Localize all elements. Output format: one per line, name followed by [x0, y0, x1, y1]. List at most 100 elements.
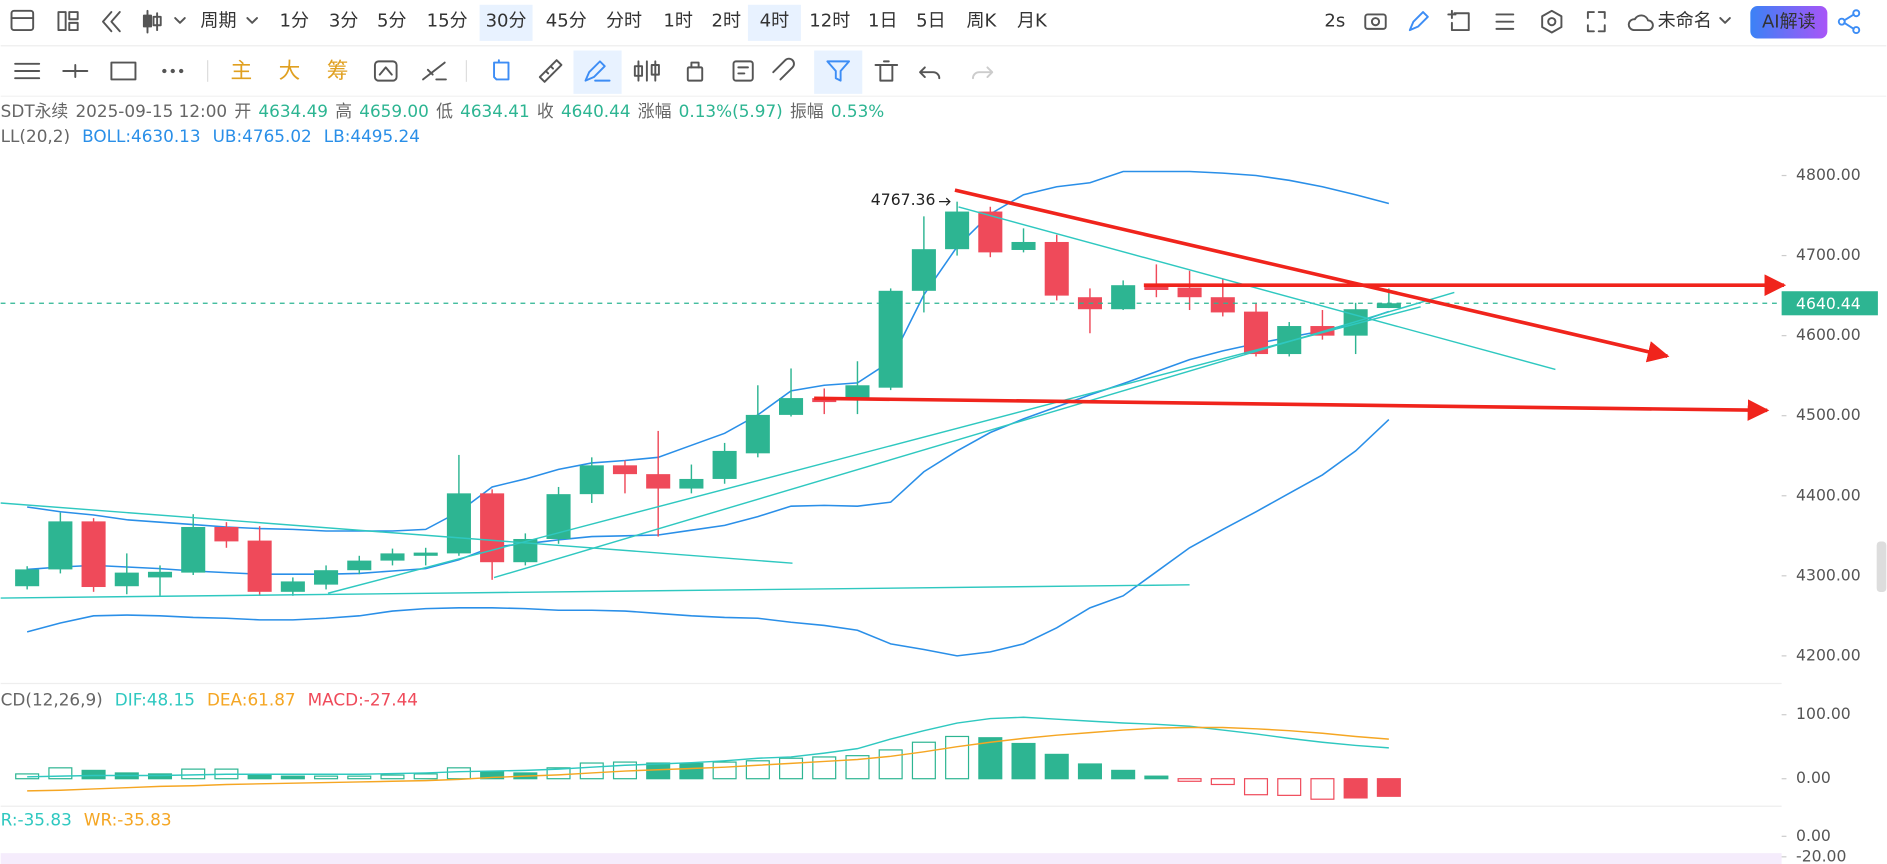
menu-icon[interactable] [14, 62, 41, 80]
camera-icon-part[interactable] [1364, 13, 1387, 30]
add-icon-part[interactable] [1447, 9, 1470, 32]
settings-icon[interactable] [1541, 9, 1563, 34]
menu-icon-part[interactable] [14, 62, 41, 80]
share-icon-part[interactable] [1843, 13, 1855, 30]
fullscreen-icon-part[interactable] [1586, 11, 1606, 33]
copy-icon[interactable] [493, 59, 510, 81]
period-option[interactable]: 5日 [916, 11, 946, 32]
candle-type-icon[interactable] [142, 9, 186, 34]
filter-icon[interactable] [826, 60, 851, 82]
period-option[interactable]: 分时 [606, 11, 642, 32]
calendar-icon-part[interactable] [10, 9, 35, 32]
candle-icon-part[interactable] [650, 64, 660, 76]
magnet-icon[interactable] [772, 57, 795, 81]
delete-icon-part[interactable] [874, 60, 899, 82]
period-option[interactable]: 4时 [760, 11, 790, 32]
note-icon-part[interactable] [737, 66, 749, 75]
lock-icon[interactable] [686, 61, 704, 82]
share-icon[interactable] [1837, 9, 1861, 35]
hline-icon[interactable] [62, 64, 89, 78]
back-icon-part[interactable] [102, 11, 121, 33]
candle-type-icon-part[interactable] [152, 15, 162, 27]
indicator-toggle[interactable]: 大 [279, 59, 301, 84]
period-option[interactable]: 30分 [486, 11, 527, 32]
layout-icon-part[interactable] [57, 11, 67, 32]
settings-icon-part[interactable] [1547, 17, 1557, 27]
trend-line[interactable] [958, 206, 1556, 371]
hline-icon-part[interactable] [62, 64, 89, 78]
undo-icon[interactable] [919, 66, 941, 80]
ai-button-label[interactable]: AI解读 [1762, 11, 1816, 32]
ruler-icon[interactable] [538, 59, 563, 83]
list-icon-part[interactable] [1495, 13, 1515, 30]
period-option[interactable]: 周K [966, 11, 997, 32]
undo-icon-part[interactable] [919, 66, 941, 80]
candle-icon-part[interactable] [633, 65, 644, 77]
refresh-interval[interactable]: 2s [1324, 11, 1345, 32]
pen-icon-part[interactable] [1408, 11, 1429, 32]
add-icon[interactable] [1447, 9, 1470, 32]
camera-icon-part[interactable] [1370, 17, 1381, 27]
period-option[interactable]: 15分 [427, 11, 468, 32]
period-option[interactable]: 1分 [280, 11, 310, 32]
arrow[interactable] [814, 396, 1770, 421]
period-option[interactable]: 2时 [712, 11, 742, 32]
pen-icon[interactable] [1408, 11, 1429, 32]
indicator-toggle[interactable]: 主 [231, 59, 253, 84]
period-option[interactable]: 3分 [329, 11, 359, 32]
camera-icon[interactable] [1364, 13, 1387, 30]
fullscreen-icon[interactable] [1586, 11, 1606, 33]
ruler-icon-part[interactable] [538, 59, 563, 83]
redo-icon-part[interactable] [972, 66, 994, 80]
period-option[interactable]: 12时 [809, 11, 850, 32]
sync-icon[interactable] [373, 60, 398, 82]
period-option[interactable]: 月K [1017, 11, 1048, 32]
settings-icon-part[interactable] [1541, 9, 1563, 34]
share-icon-part[interactable] [1837, 17, 1846, 26]
lock-icon-part[interactable] [686, 66, 704, 82]
back-icon[interactable] [102, 11, 121, 33]
candle-type-icon-part[interactable] [142, 14, 153, 28]
candle-icon[interactable] [633, 60, 660, 82]
sync-icon-part[interactable] [373, 60, 398, 82]
more-icon-part[interactable] [179, 68, 184, 74]
period-option[interactable]: 5分 [377, 11, 407, 32]
period-menu[interactable]: 周期 [200, 11, 236, 32]
more-icon[interactable] [162, 68, 184, 74]
more-icon-part[interactable] [162, 68, 167, 74]
period-option[interactable]: 1时 [663, 11, 693, 32]
layout-icon[interactable] [57, 11, 79, 32]
ai-button[interactable] [1750, 6, 1828, 39]
lock-icon-part[interactable] [690, 61, 700, 69]
rect-icon[interactable] [110, 61, 137, 81]
copy-icon-part[interactable] [493, 59, 510, 81]
layout-name[interactable]: 未命名 [1658, 11, 1712, 32]
draw-icon[interactable] [584, 60, 611, 82]
layout-icon-part[interactable] [68, 21, 79, 32]
layout-icon-part[interactable] [68, 11, 79, 21]
candle-type-icon-part[interactable] [174, 17, 186, 24]
note-icon[interactable] [732, 60, 754, 82]
draw-icon-part[interactable] [584, 60, 611, 82]
measure-icon-part[interactable] [422, 61, 447, 81]
filter-icon-part[interactable] [826, 60, 851, 82]
magnet-icon-part[interactable] [772, 57, 795, 81]
sync-icon-part[interactable] [378, 66, 393, 76]
calendar-icon[interactable] [10, 9, 35, 32]
period-option[interactable]: 1日 [868, 11, 898, 32]
scroll-handle[interactable] [1876, 541, 1887, 593]
trend-line[interactable] [327, 306, 1421, 594]
period-option[interactable]: 45分 [546, 11, 587, 32]
measure-icon[interactable] [422, 61, 447, 81]
note-icon-part[interactable] [732, 60, 754, 82]
more-icon-part[interactable] [170, 68, 175, 74]
rect-icon-part[interactable] [110, 61, 137, 81]
cloud-icon[interactable] [1627, 14, 1654, 32]
indicator-toggle[interactable]: 筹 [327, 59, 349, 84]
trend-line[interactable] [0, 502, 793, 564]
share-icon-part[interactable] [1852, 9, 1861, 18]
delete-icon[interactable] [874, 60, 899, 82]
trend-line[interactable] [0, 584, 1190, 599]
cloud-icon-part[interactable] [1627, 14, 1654, 32]
share-icon-part[interactable] [1852, 26, 1861, 35]
